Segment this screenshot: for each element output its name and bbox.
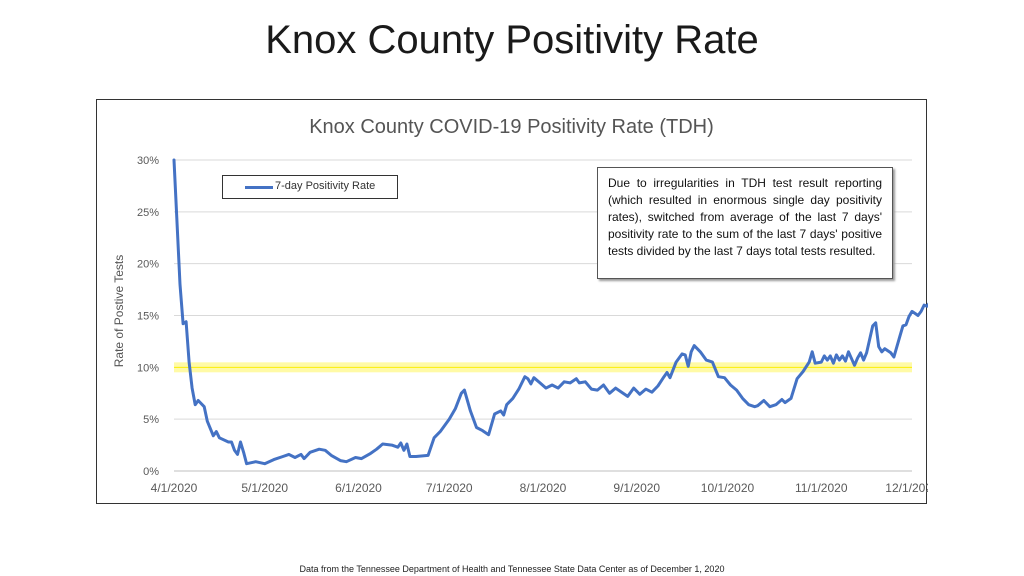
x-tick-label: 4/1/2020	[151, 481, 198, 495]
chart-plot-area: 0% 5% 10% 15% 20% 25% 30% 4/1/2020 5/1/2020 6/1/2…	[137, 155, 928, 495]
x-tick-label: 5/1/2020	[241, 481, 288, 495]
y-tick-label: 5%	[143, 414, 159, 426]
x-tick-label: 9/1/2020	[613, 481, 660, 495]
legend-swatch	[245, 186, 273, 189]
y-tick-label: 30%	[137, 155, 159, 167]
chart-legend: 7-day Positivity Rate	[222, 175, 398, 199]
y-tick-label: 20%	[137, 259, 159, 271]
y-tick-label: 10%	[137, 362, 159, 374]
series-line-7-day-positivity-rate	[172, 158, 928, 466]
x-tick-label: 6/1/2020	[335, 481, 382, 495]
y-tick-label: 0%	[143, 466, 159, 478]
y-axis-label: Rate of Postive Tests	[112, 254, 126, 368]
y-tick-label: 15%	[137, 311, 159, 323]
x-tick-label: 12/1/2020	[885, 481, 928, 495]
x-tick-label: 10/1/2020	[701, 481, 755, 495]
chart-title: Knox County COVID-19 Positivity Rate (TD…	[309, 116, 714, 138]
chart-annotation: Due to irregularities in TDH test result…	[597, 167, 893, 279]
page-title: Knox County Positivity Rate	[265, 18, 759, 62]
x-tick-label: 8/1/2020	[520, 481, 567, 495]
x-tick-label: 7/1/2020	[426, 481, 473, 495]
source-footnote: Data from the Tennessee Department of He…	[299, 564, 725, 574]
y-tick-label: 25%	[137, 207, 159, 219]
chart-frame: 0% 5% 10% 15% 20% 25% 30% 4/1/2020 5/1/2020 6/1/2…	[96, 99, 928, 504]
legend-label: 7-day Positivity Rate	[275, 180, 376, 192]
x-tick-label: 11/1/2020	[795, 481, 848, 495]
